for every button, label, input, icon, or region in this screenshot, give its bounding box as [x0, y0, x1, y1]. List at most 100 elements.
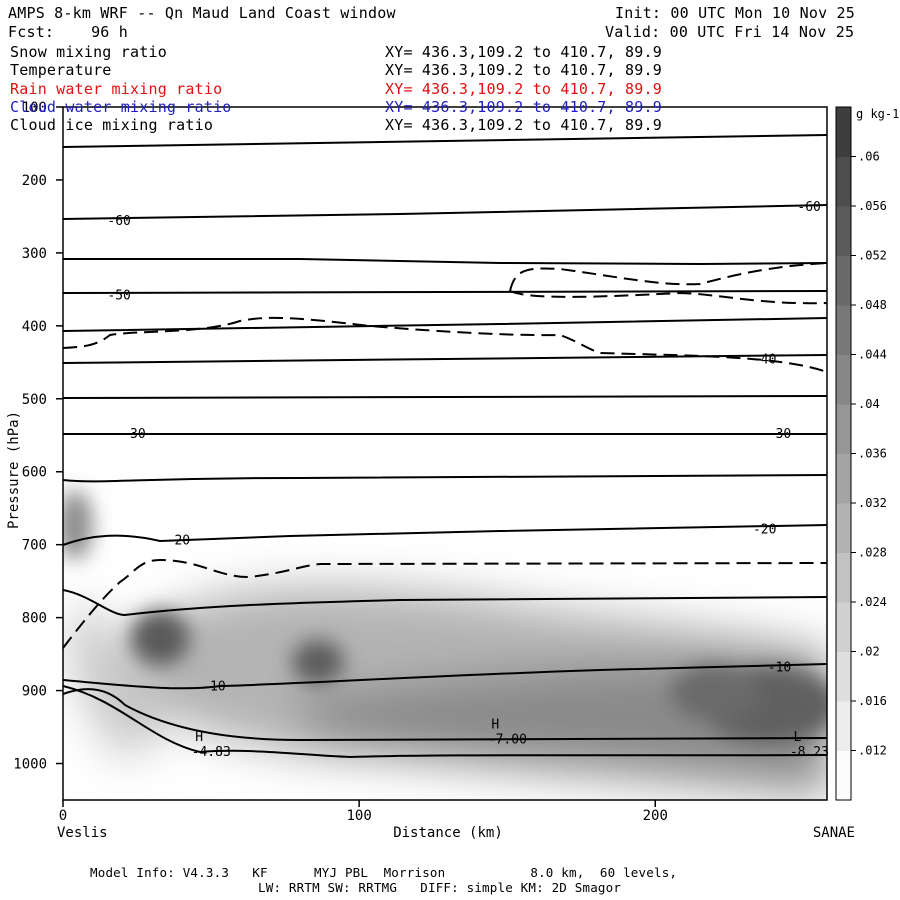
cloud-ice-lower: [63, 558, 827, 649]
temp-contour-lower: [63, 663, 827, 690]
colorbar-label: .044: [858, 348, 887, 362]
snow-max-central: [292, 640, 344, 684]
colorbar-label: .056: [858, 199, 887, 213]
temp-contour-label: -20: [167, 534, 190, 549]
temp-contour-upper-2: [63, 258, 827, 266]
y-tick-label: 100: [22, 100, 47, 116]
field-name-cloud-ice: Cloud ice mixing ratio: [10, 116, 214, 134]
colorbar-bin: [836, 750, 851, 801]
temp-contour-label: -60: [797, 200, 820, 215]
temp-contour-minus20: [63, 524, 827, 546]
colorbar-bin: [836, 156, 851, 207]
temp-contour-upper-3: [63, 317, 827, 332]
y-tick-label: 600: [22, 465, 47, 481]
field-xy-temperature: XY= 436.3,109.2 to 410.7, 89.9: [385, 61, 662, 79]
temp-contour-label: -60: [107, 214, 130, 229]
colorbar-label: .032: [858, 496, 887, 510]
colorbar-bin: [836, 602, 851, 652]
field-xy-cloud-water: XY= 436.3,109.2 to 410.7, 89.9: [385, 98, 662, 116]
colorbar-bin: [836, 503, 851, 553]
model-info-line1: Model Info: V4.3.3 KF MYJ PBL Morrison 8…: [90, 865, 678, 880]
plot-frame: [62, 106, 828, 801]
colorbar-bin: [836, 453, 851, 504]
pressure-center-value: -4.83: [192, 745, 231, 760]
valid-time: Valid: 00 UTC Fri 14 Nov 25: [605, 23, 855, 41]
colorbar-bin: [836, 701, 851, 751]
pressure-center-value: -8.23: [790, 745, 829, 760]
colorbar-label: .012: [858, 744, 887, 758]
colorbar-label: .02: [858, 645, 880, 659]
pressure-center-letter: L: [793, 730, 801, 745]
temp-contour-upper-4: [63, 395, 827, 399]
temp-contour-minus40: [63, 354, 827, 364]
x-tick-label: 100: [346, 808, 371, 824]
temp-contour-upper-5: [63, 474, 827, 483]
temp-contour-mid: [63, 589, 827, 617]
x-endpoint-left: Veslis: [57, 825, 108, 841]
x-axis-title: Distance (km): [393, 825, 503, 841]
y-tick-label: 200: [22, 173, 47, 189]
colorbar-label: .06: [858, 150, 880, 164]
field-name-rain: Rain water mixing ratio: [10, 80, 223, 98]
y-axis-ticks: 100 200 300 400 500 600 700 800 900 1000: [13, 100, 63, 773]
colorbar-bin: [836, 107, 851, 157]
temp-contour-label: -30: [768, 427, 791, 442]
y-axis-title: Pressure (hPa): [6, 411, 22, 529]
y-tick-label: 400: [22, 319, 47, 335]
snow-max-west: [130, 610, 190, 666]
y-tick-label: 500: [22, 392, 47, 408]
colorbar-bin: [836, 404, 851, 454]
y-tick-label: 900: [22, 684, 47, 700]
x-axis-ticks: 0 100 200: [59, 800, 668, 824]
colorbar-label: .048: [858, 298, 887, 312]
temp-contour-minus10-sfc: [63, 688, 827, 742]
pressure-center-value: -7.00: [488, 733, 527, 748]
temp-contour-label: -20: [753, 523, 776, 538]
cloud-ice-contours: [63, 262, 827, 649]
colorbar-label: .036: [858, 447, 887, 461]
temp-contour-label: -10: [202, 679, 225, 694]
field-xy-rain: XY= 436.3,109.2 to 410.7, 89.9: [385, 80, 662, 98]
y-tick-label: 800: [22, 611, 47, 627]
cloud-ice-cap-lower: [509, 290, 827, 305]
pressure-center-letter: H: [491, 718, 499, 733]
field-name-temperature: Temperature: [10, 61, 112, 79]
field-name-cloud-water: Cloud water mixing ratio: [10, 98, 232, 116]
forecast-hour: Fcst: 96 h: [8, 23, 128, 41]
x-tick-label: 200: [643, 808, 668, 824]
x-endpoint-right: SANAE: [813, 825, 855, 841]
field-xy-cloud-ice: XY= 436.3,109.2 to 410.7, 89.9: [385, 116, 662, 134]
snow-region-west: [70, 600, 162, 760]
pressure-center-letter: H: [195, 730, 203, 745]
init-time: Init: 00 UTC Mon 10 Nov 25: [615, 4, 855, 22]
field-xy-snow: XY= 436.3,109.2 to 410.7, 89.9: [385, 43, 662, 61]
x-tick-label: 0: [59, 808, 67, 824]
colorbar-label: .04: [858, 397, 880, 411]
colorbar-unit: g kg-1: [856, 107, 899, 121]
cloud-ice-upper: [63, 316, 827, 373]
cloud-ice-cap: [509, 262, 827, 292]
chart-title: AMPS 8-km WRF -- Qn Maud Land Coast wind…: [8, 4, 396, 22]
temperature-labels: -60 -60 -50 -40 -30 -30 -20 -20 -10 -10: [107, 200, 820, 694]
field-name-snow: Snow mixing ratio: [10, 43, 167, 61]
colorbar-bin: [836, 206, 851, 256]
temp-contour-upper-1: [63, 134, 827, 148]
y-tick-label: 300: [22, 246, 47, 262]
colorbar-label: .024: [858, 595, 887, 609]
model-info-line2: LW: RRTM SW: RRTMG DIFF: simple KM: 2D S…: [258, 880, 622, 895]
temp-contour-label: -30: [122, 427, 145, 442]
temp-contour-minus50: [63, 290, 827, 294]
y-tick-label: 1000: [13, 757, 47, 773]
pressure-centers: H-4.83H-7.00 L-8.23: [192, 718, 829, 760]
snow-max-east-inner: [670, 665, 760, 721]
colorbar-bin: [836, 305, 851, 355]
colorbar-label: .016: [858, 694, 887, 708]
temp-contour-label: -10: [768, 661, 791, 676]
colorbar-label: .028: [858, 546, 887, 560]
colorbar-bin: [836, 552, 851, 603]
snow-shading: [63, 490, 827, 800]
temp-contour-minus10: [63, 685, 827, 759]
colorbar: .012 .016 .02 .024 .028 .032 .036 .04 .044 .048 .0…: [835, 106, 899, 801]
y-tick-label: 700: [22, 538, 47, 554]
temperature-contours: [63, 134, 827, 759]
